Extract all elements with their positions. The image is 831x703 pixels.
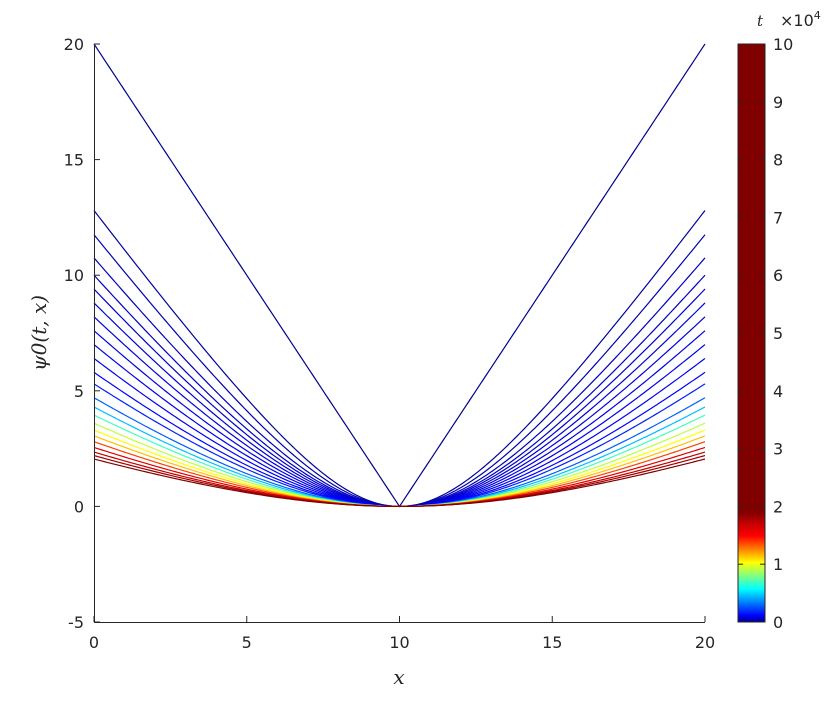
x-tick-label: 15 [542,633,562,652]
colorbar-multiplier: ×104 [780,9,821,30]
series-line-3 [93,257,706,508]
series-line-0 [93,43,706,508]
y-tick-label: 20 [64,35,84,54]
y-tick-label: 0 [74,497,84,516]
colorbar-tick-label: 10 [773,35,793,54]
colorbar-tick-label: 9 [773,93,783,112]
colorbar-tick-label: 6 [773,266,783,285]
colorbar-multiplier-base: ×10 [780,11,814,30]
plot-area: 0 5 10 15 20 -5 0 5 10 15 20 x ψ0(t, x) [27,35,715,689]
series-line-12 [93,383,706,508]
y-tick-label: -5 [68,613,84,632]
colorbar-tick-label: 5 [773,324,783,343]
colorbar-tick-label: 8 [773,151,783,170]
x-tick-label: 20 [695,633,715,652]
series-line-11 [93,371,706,508]
colorbar-ticks: 0 1 2 3 4 5 6 7 8 9 10 [738,35,793,632]
colorbar-tick-label: 7 [773,208,783,227]
series-line-9 [93,344,706,508]
series-line-23 [93,458,706,507]
x-ticks: 0 5 10 15 20 [89,616,715,652]
y-tick-label: 5 [74,382,84,401]
colorbar-tick-label: 4 [773,382,783,401]
x-tick-label: 0 [89,633,99,652]
colorbar-tick-label: 0 [773,613,783,632]
series-line-2 [93,234,706,508]
x-tick-label: 10 [389,633,409,652]
series-group [93,43,706,508]
colorbar-title: t [757,12,764,30]
colorbar-multiplier-exponent: 4 [814,9,821,22]
y-axis-label: ψ0(t, x) [27,295,51,371]
series-line-7 [93,316,706,508]
axes [94,44,705,623]
series-line-1 [93,210,706,508]
colorbar-tick-label: 3 [773,440,783,459]
x-tick-label: 5 [242,633,252,652]
y-ticks: -5 0 5 10 15 20 [64,35,100,632]
y-tick-label: 10 [64,266,84,285]
colorbar-tick-label: 1 [773,555,783,574]
series-line-8 [93,330,706,508]
series-line-6 [93,302,706,508]
y-tick-label: 15 [64,151,84,170]
colorbar-tick-label: 2 [773,497,783,516]
x-axis-label: x [393,665,404,689]
